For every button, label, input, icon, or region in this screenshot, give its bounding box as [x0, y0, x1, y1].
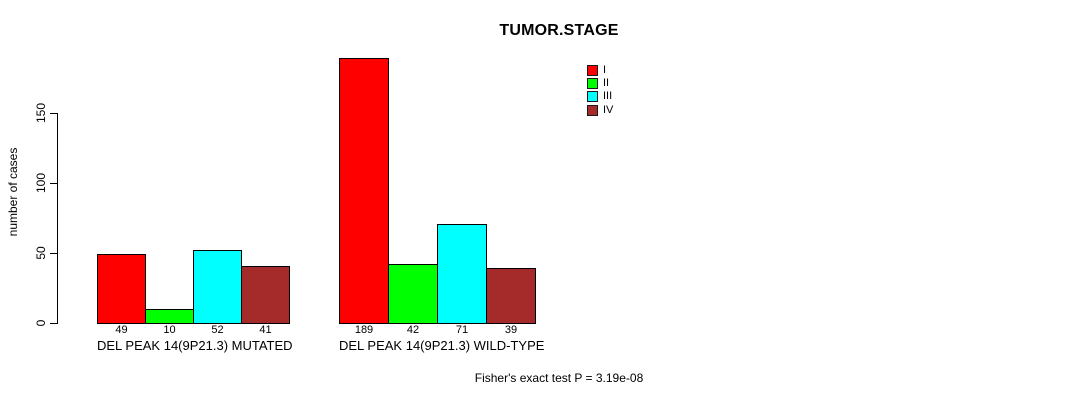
legend-item: I — [587, 64, 606, 76]
footnote-pvalue: Fisher's exact test P = 3.19e-08 — [474, 371, 644, 385]
y-axis-tick — [50, 113, 58, 114]
legend-swatch — [587, 104, 598, 116]
legend-label: II — [603, 76, 610, 89]
bar — [339, 58, 389, 324]
bar-value-label: 189 — [354, 324, 374, 336]
y-axis-tick — [50, 183, 58, 184]
y-tick-text: 100 — [34, 172, 48, 194]
legend-label: I — [603, 63, 607, 76]
bar-value-label: 41 — [259, 324, 272, 336]
bar-value-label: 10 — [163, 324, 176, 336]
legend-item: II — [587, 77, 609, 89]
legend-swatch — [587, 91, 598, 103]
bar-value-label: 71 — [455, 324, 469, 336]
bar-value-label: 49 — [115, 324, 128, 336]
bar — [486, 268, 536, 324]
legend-swatch — [587, 64, 598, 76]
legend-item: III — [587, 91, 612, 103]
legend-label: IV — [603, 103, 614, 116]
bar-value-label: 39 — [504, 324, 518, 336]
bar — [241, 266, 290, 324]
y-tick-text: 150 — [34, 102, 48, 124]
legend-label: III — [603, 90, 613, 103]
y-axis-tick — [50, 253, 58, 254]
bar — [388, 264, 438, 324]
bar — [193, 250, 242, 324]
y-axis-title: number of cases — [6, 147, 20, 237]
bar-value-label: 42 — [406, 324, 420, 336]
x-axis-category-label: DEL PEAK 14(9P21.3) WILD-TYPE — [339, 338, 545, 353]
y-axis-line — [57, 113, 58, 324]
x-axis-category-label: DEL PEAK 14(9P21.3) MUTATED — [97, 338, 293, 353]
chart-title: TUMOR.STAGE — [499, 22, 619, 39]
y-tick-text: 50 — [34, 246, 48, 260]
bar — [437, 224, 487, 324]
bar-value-label: 52 — [211, 324, 224, 336]
bar — [97, 254, 146, 324]
y-axis-tick — [50, 323, 58, 324]
y-tick-text: 0 — [34, 319, 48, 327]
legend-swatch — [587, 77, 598, 89]
legend-item: IV — [587, 104, 613, 116]
bar — [145, 309, 194, 324]
